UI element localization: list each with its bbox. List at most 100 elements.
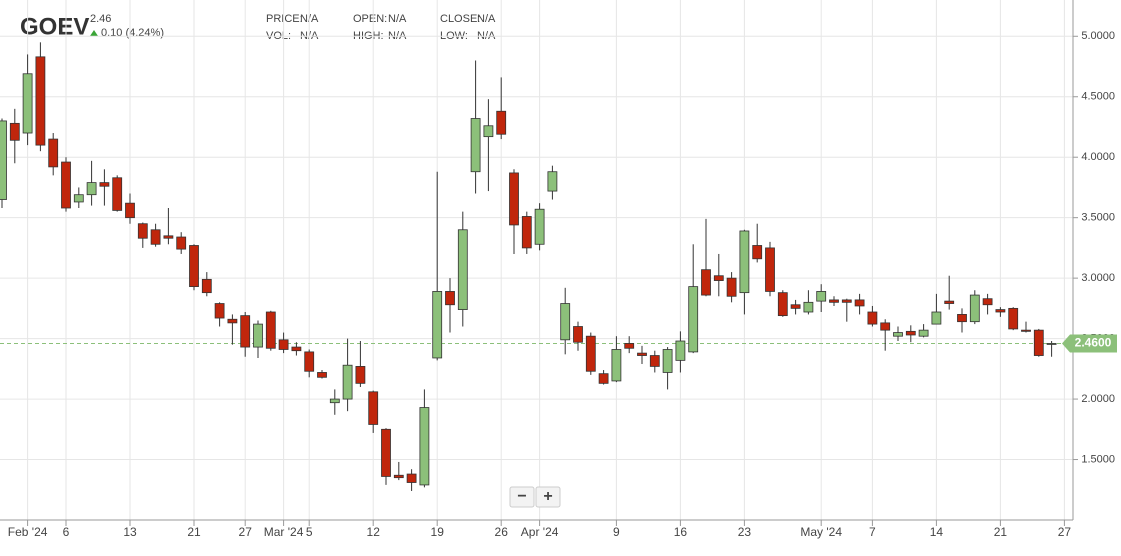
candle-body	[22, 73, 33, 134]
candle-body	[598, 373, 609, 384]
y-tick-label: 3.5000	[1081, 212, 1115, 224]
candle-body	[61, 161, 71, 209]
candle-body	[560, 303, 571, 341]
candle-body	[662, 349, 673, 373]
x-tick-label: 27	[1058, 525, 1072, 539]
candle-body	[73, 194, 84, 203]
x-tick-label: 27	[239, 525, 253, 539]
zoom-out-label[interactable]: −	[517, 488, 526, 505]
x-tick-label: 21	[187, 525, 201, 539]
candle-body	[611, 349, 622, 382]
y-tick-label: 3.0000	[1081, 272, 1115, 284]
candle-body	[317, 372, 327, 378]
candle-body	[1008, 307, 1019, 330]
candle-body	[918, 329, 929, 337]
last-price-label: 2.4600	[1075, 336, 1112, 350]
candle-body	[1033, 329, 1044, 356]
candle-body	[304, 351, 315, 372]
candle-body	[841, 299, 852, 303]
candle-body	[982, 298, 993, 306]
x-tick-label: May '24	[800, 525, 842, 539]
candle-body	[445, 291, 455, 306]
y-tick-label: 1.5000	[1081, 453, 1115, 465]
x-tick-label: Mar '24	[264, 525, 304, 539]
zoom-in-label[interactable]: +	[543, 488, 552, 505]
y-tick-label: 5.0000	[1081, 30, 1115, 42]
candle-body	[829, 299, 839, 303]
x-tick-label: Apr '24	[521, 525, 559, 539]
candle-body	[355, 366, 366, 384]
candle-body	[867, 311, 878, 325]
candle-body	[342, 364, 353, 400]
x-tick-label: 5	[306, 525, 313, 539]
last-price-tag	[1062, 334, 1117, 353]
candle-body	[509, 172, 519, 226]
candle-body	[150, 229, 161, 245]
x-tick-label: 14	[930, 525, 944, 539]
zoom-out-button[interactable]	[509, 486, 535, 508]
candle-body	[432, 291, 443, 359]
candle-body	[675, 340, 686, 361]
x-tick-label: 21	[994, 525, 1008, 539]
x-tick-label: 9	[613, 525, 620, 539]
candle-body	[35, 56, 46, 146]
candle-body	[765, 247, 775, 292]
candle-body	[470, 118, 481, 173]
candle-body	[125, 202, 135, 219]
candle-body	[227, 318, 238, 324]
candle-body	[393, 474, 404, 479]
candle-body	[48, 138, 59, 168]
candle-body	[406, 473, 417, 483]
candle-body	[381, 428, 391, 477]
change: 0.10 (4.24%)	[101, 27, 164, 39]
candle-body	[253, 323, 263, 348]
candle-body	[739, 230, 750, 294]
candle-body	[99, 182, 110, 187]
candle-body	[637, 352, 647, 356]
candle-body	[688, 286, 699, 353]
zoom-in-button[interactable]	[535, 486, 561, 508]
candle-body	[854, 299, 865, 307]
candle-body	[969, 294, 980, 323]
candle-body	[573, 326, 583, 343]
candle-body	[278, 339, 289, 350]
candle-body	[803, 301, 814, 313]
candle-body	[176, 236, 187, 250]
stat-label: PRICE:	[266, 13, 303, 25]
x-tick-label: 26	[495, 525, 509, 539]
candle-body	[137, 223, 148, 239]
x-tick-label: 6	[63, 525, 70, 539]
candle-body	[240, 315, 251, 348]
candle-body	[496, 110, 507, 135]
candle-body	[931, 311, 942, 325]
candle-body	[893, 332, 903, 337]
stat-value: N/A	[388, 13, 407, 25]
candle-body	[483, 125, 494, 138]
candle-body	[521, 216, 532, 249]
candle-body	[291, 346, 302, 352]
candle-body	[649, 355, 660, 367]
x-tick-label: 7	[869, 525, 876, 539]
stat-label: CLOSE:	[440, 13, 480, 25]
candle-body	[957, 314, 967, 323]
x-tick-label: 13	[123, 525, 137, 539]
up-arrow	[90, 30, 98, 36]
candle-body	[726, 277, 737, 297]
candle-body	[329, 398, 340, 404]
candle-body	[995, 309, 1006, 313]
candle-body	[457, 229, 468, 310]
candle-body	[265, 311, 276, 349]
candle-body	[816, 291, 827, 302]
candle-body	[1046, 343, 1057, 345]
y-tick-label: 4.5000	[1081, 91, 1115, 103]
x-tick-label: 16	[674, 525, 688, 539]
candle-body	[189, 245, 199, 288]
x-tick-label: Feb '24	[8, 525, 48, 539]
candle-body	[585, 335, 596, 372]
candle-body	[163, 235, 174, 239]
y-tick-label: 4.0000	[1081, 151, 1115, 163]
candle-body	[713, 275, 724, 281]
x-tick-label: 23	[738, 525, 752, 539]
candle-body	[112, 177, 123, 211]
